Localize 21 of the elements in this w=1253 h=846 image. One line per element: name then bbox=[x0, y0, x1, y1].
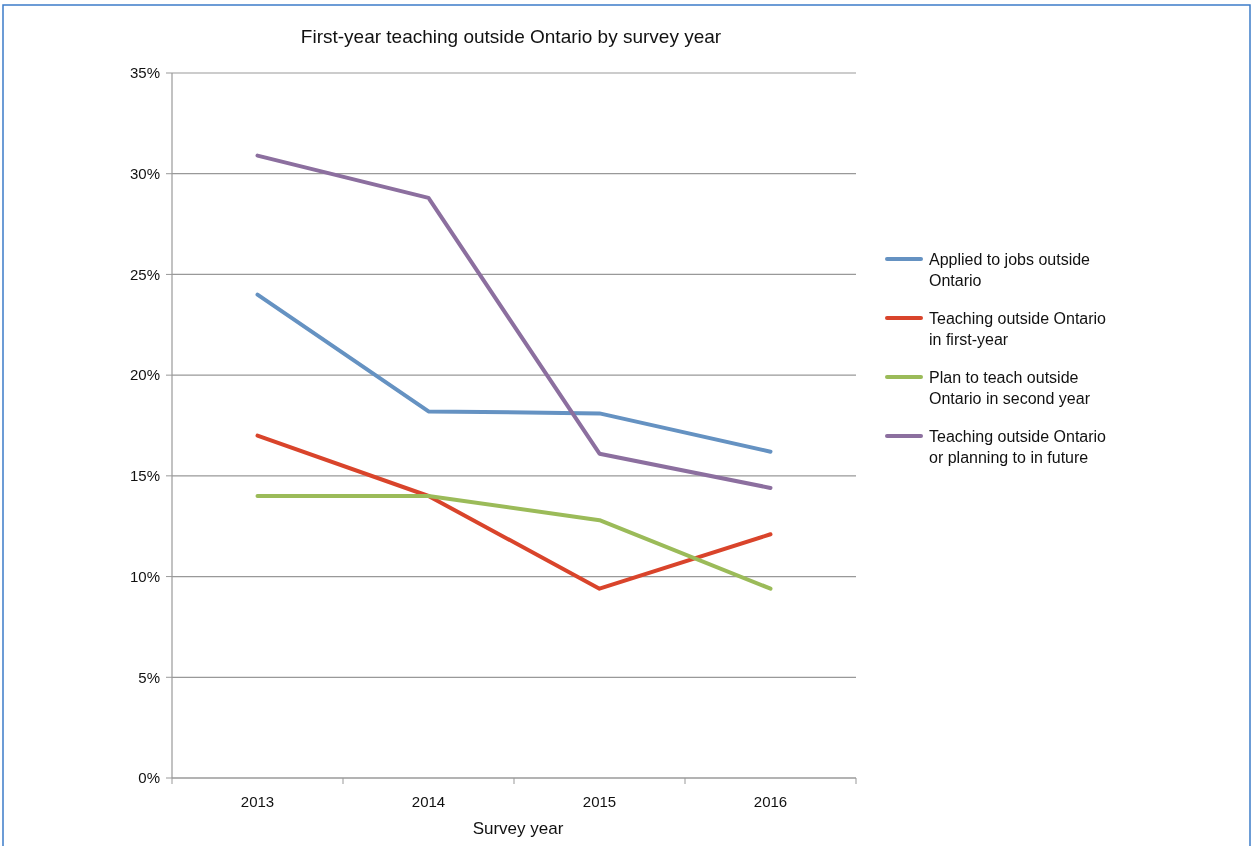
line-series bbox=[255, 292, 773, 454]
x-tick-label: 2014 bbox=[411, 793, 446, 810]
x-tick-label: 2016 bbox=[753, 793, 788, 810]
y-tick-label: 20% bbox=[129, 366, 160, 384]
y-tick-label: 30% bbox=[129, 164, 160, 182]
y-tick-label: 0% bbox=[138, 769, 160, 787]
y-tick-label: 35% bbox=[129, 64, 160, 82]
y-tick-label: 25% bbox=[129, 265, 160, 283]
legend-label: Plan to teach outside Ontario in second year bbox=[929, 368, 1091, 407]
line-series bbox=[255, 153, 773, 490]
chart-title: First-year teaching outside Ontario by survey year bbox=[300, 26, 722, 47]
legend-label: Teaching outside Ontario in first-year bbox=[929, 309, 1107, 348]
y-tick-label: 15% bbox=[129, 467, 160, 485]
y-tick-label: 5% bbox=[138, 668, 160, 686]
y-tick-label: 10% bbox=[129, 567, 160, 585]
x-axis-title: Survey year bbox=[472, 819, 564, 838]
legend-label: Applied to jobs outside Ontario bbox=[929, 250, 1091, 289]
legend-label: Teaching outside Ontario or planning to in future bbox=[929, 427, 1107, 466]
x-tick-label: 2015 bbox=[582, 793, 617, 810]
x-tick-label: 2013 bbox=[240, 793, 275, 810]
line-series bbox=[255, 433, 773, 591]
